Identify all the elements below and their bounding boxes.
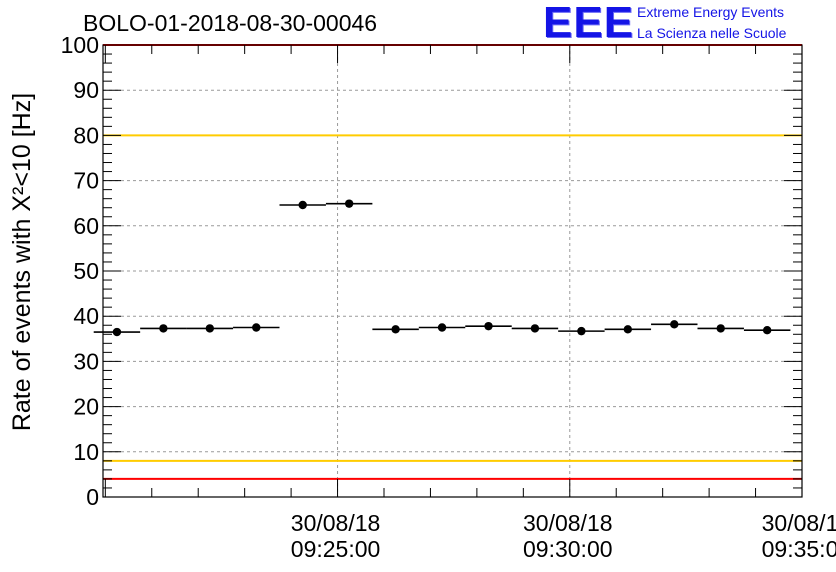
chart-title: BOLO-01-2018-08-30-00046 — [83, 10, 378, 36]
data-point — [762, 326, 772, 335]
y-tick-label: 40 — [73, 303, 99, 329]
logo-line-1: Extreme Energy Events — [637, 4, 785, 20]
y-tick-label: 20 — [73, 394, 99, 420]
x-tick-label-time: 09:35:0 — [762, 536, 836, 562]
y-tick-label: 80 — [73, 122, 99, 148]
y-tick-label: 70 — [73, 168, 99, 194]
data-point — [484, 321, 493, 331]
data-point — [344, 199, 354, 208]
y-axis-label: Rate of events with X²<10 [Hz] — [8, 93, 36, 431]
x-tick-label-time: 09:25:00 — [291, 536, 381, 562]
y-tick-label: 30 — [73, 348, 99, 374]
data-point — [391, 325, 400, 334]
data-point — [298, 200, 307, 210]
y-tick-label: 10 — [73, 439, 99, 465]
data-point — [577, 326, 586, 336]
y-tick-label: 50 — [73, 258, 99, 284]
data-point — [716, 324, 725, 333]
logo-mark: EEE — [543, 0, 635, 47]
eee-logo: EEE Extreme Energy Events La Scienza nel… — [543, 0, 833, 47]
data-point — [530, 324, 540, 333]
y-tick-label: 0 — [86, 484, 99, 510]
y-tick-label: 90 — [73, 77, 99, 103]
x-tick-label-date: 30/08/18 — [523, 510, 613, 536]
data-point — [205, 324, 215, 333]
data-point — [159, 324, 168, 333]
data-point — [252, 323, 261, 332]
x-tick-label-time: 09:30:00 — [523, 536, 613, 562]
data-point — [623, 325, 633, 334]
x-tick-label-date: 30/08/1 — [762, 510, 836, 536]
y-tick-label: 60 — [73, 213, 99, 239]
y-tick-label: 100 — [61, 32, 99, 58]
data-point — [437, 323, 447, 332]
data-point — [112, 327, 122, 337]
data-point — [670, 320, 679, 329]
x-tick-label-date: 30/08/18 — [291, 510, 381, 536]
logo-line-2: La Scienza nelle Scuole — [637, 25, 787, 41]
